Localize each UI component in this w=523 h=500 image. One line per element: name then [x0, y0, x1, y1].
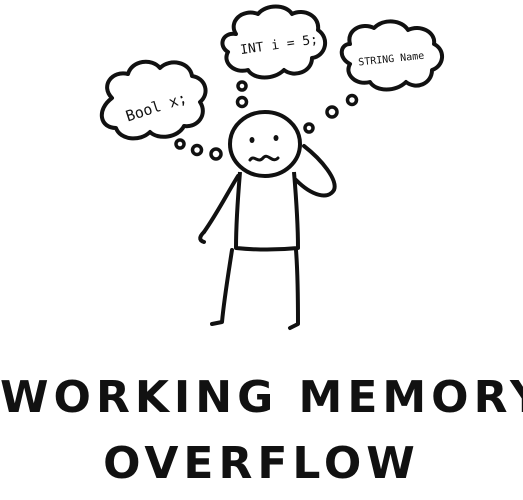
thought-trail-right: [303, 93, 359, 134]
caption-line-2: OVERFLOW: [103, 438, 420, 489]
trail-dot: [174, 138, 186, 150]
trail-dot: [236, 80, 248, 92]
thought-text-center: INT i = 5;: [239, 32, 319, 58]
trail-dot: [325, 105, 339, 119]
figure-mouth: [248, 154, 280, 162]
thought-cloud-center: [220, 4, 328, 80]
figure-leg-left: [210, 248, 234, 326]
trail-dot: [235, 95, 249, 109]
thought-cloud-right: [339, 19, 444, 92]
trail-dot: [209, 147, 223, 161]
thought-cloud-left: [100, 59, 208, 141]
figure-arm-right: [294, 144, 337, 198]
thought-trail-left: [174, 138, 223, 161]
thought-text-left: Bool x;: [123, 89, 189, 126]
figure-eye-right: [273, 135, 279, 141]
figure-hand-left: [198, 230, 206, 244]
thought-text-right: STRING Name: [358, 51, 425, 69]
figure-arm-left: [202, 174, 240, 234]
figure-eye-left: [249, 137, 255, 143]
trail-dot: [303, 122, 315, 134]
thought-trail-center: [235, 80, 249, 109]
trail-dot: [190, 143, 204, 157]
caption-line-1: WORKING MEMORY: [0, 372, 523, 423]
figure-leg-right: [288, 248, 300, 330]
figure-body: [234, 171, 300, 252]
trail-dot: [345, 93, 359, 107]
figure-head: [228, 110, 302, 178]
